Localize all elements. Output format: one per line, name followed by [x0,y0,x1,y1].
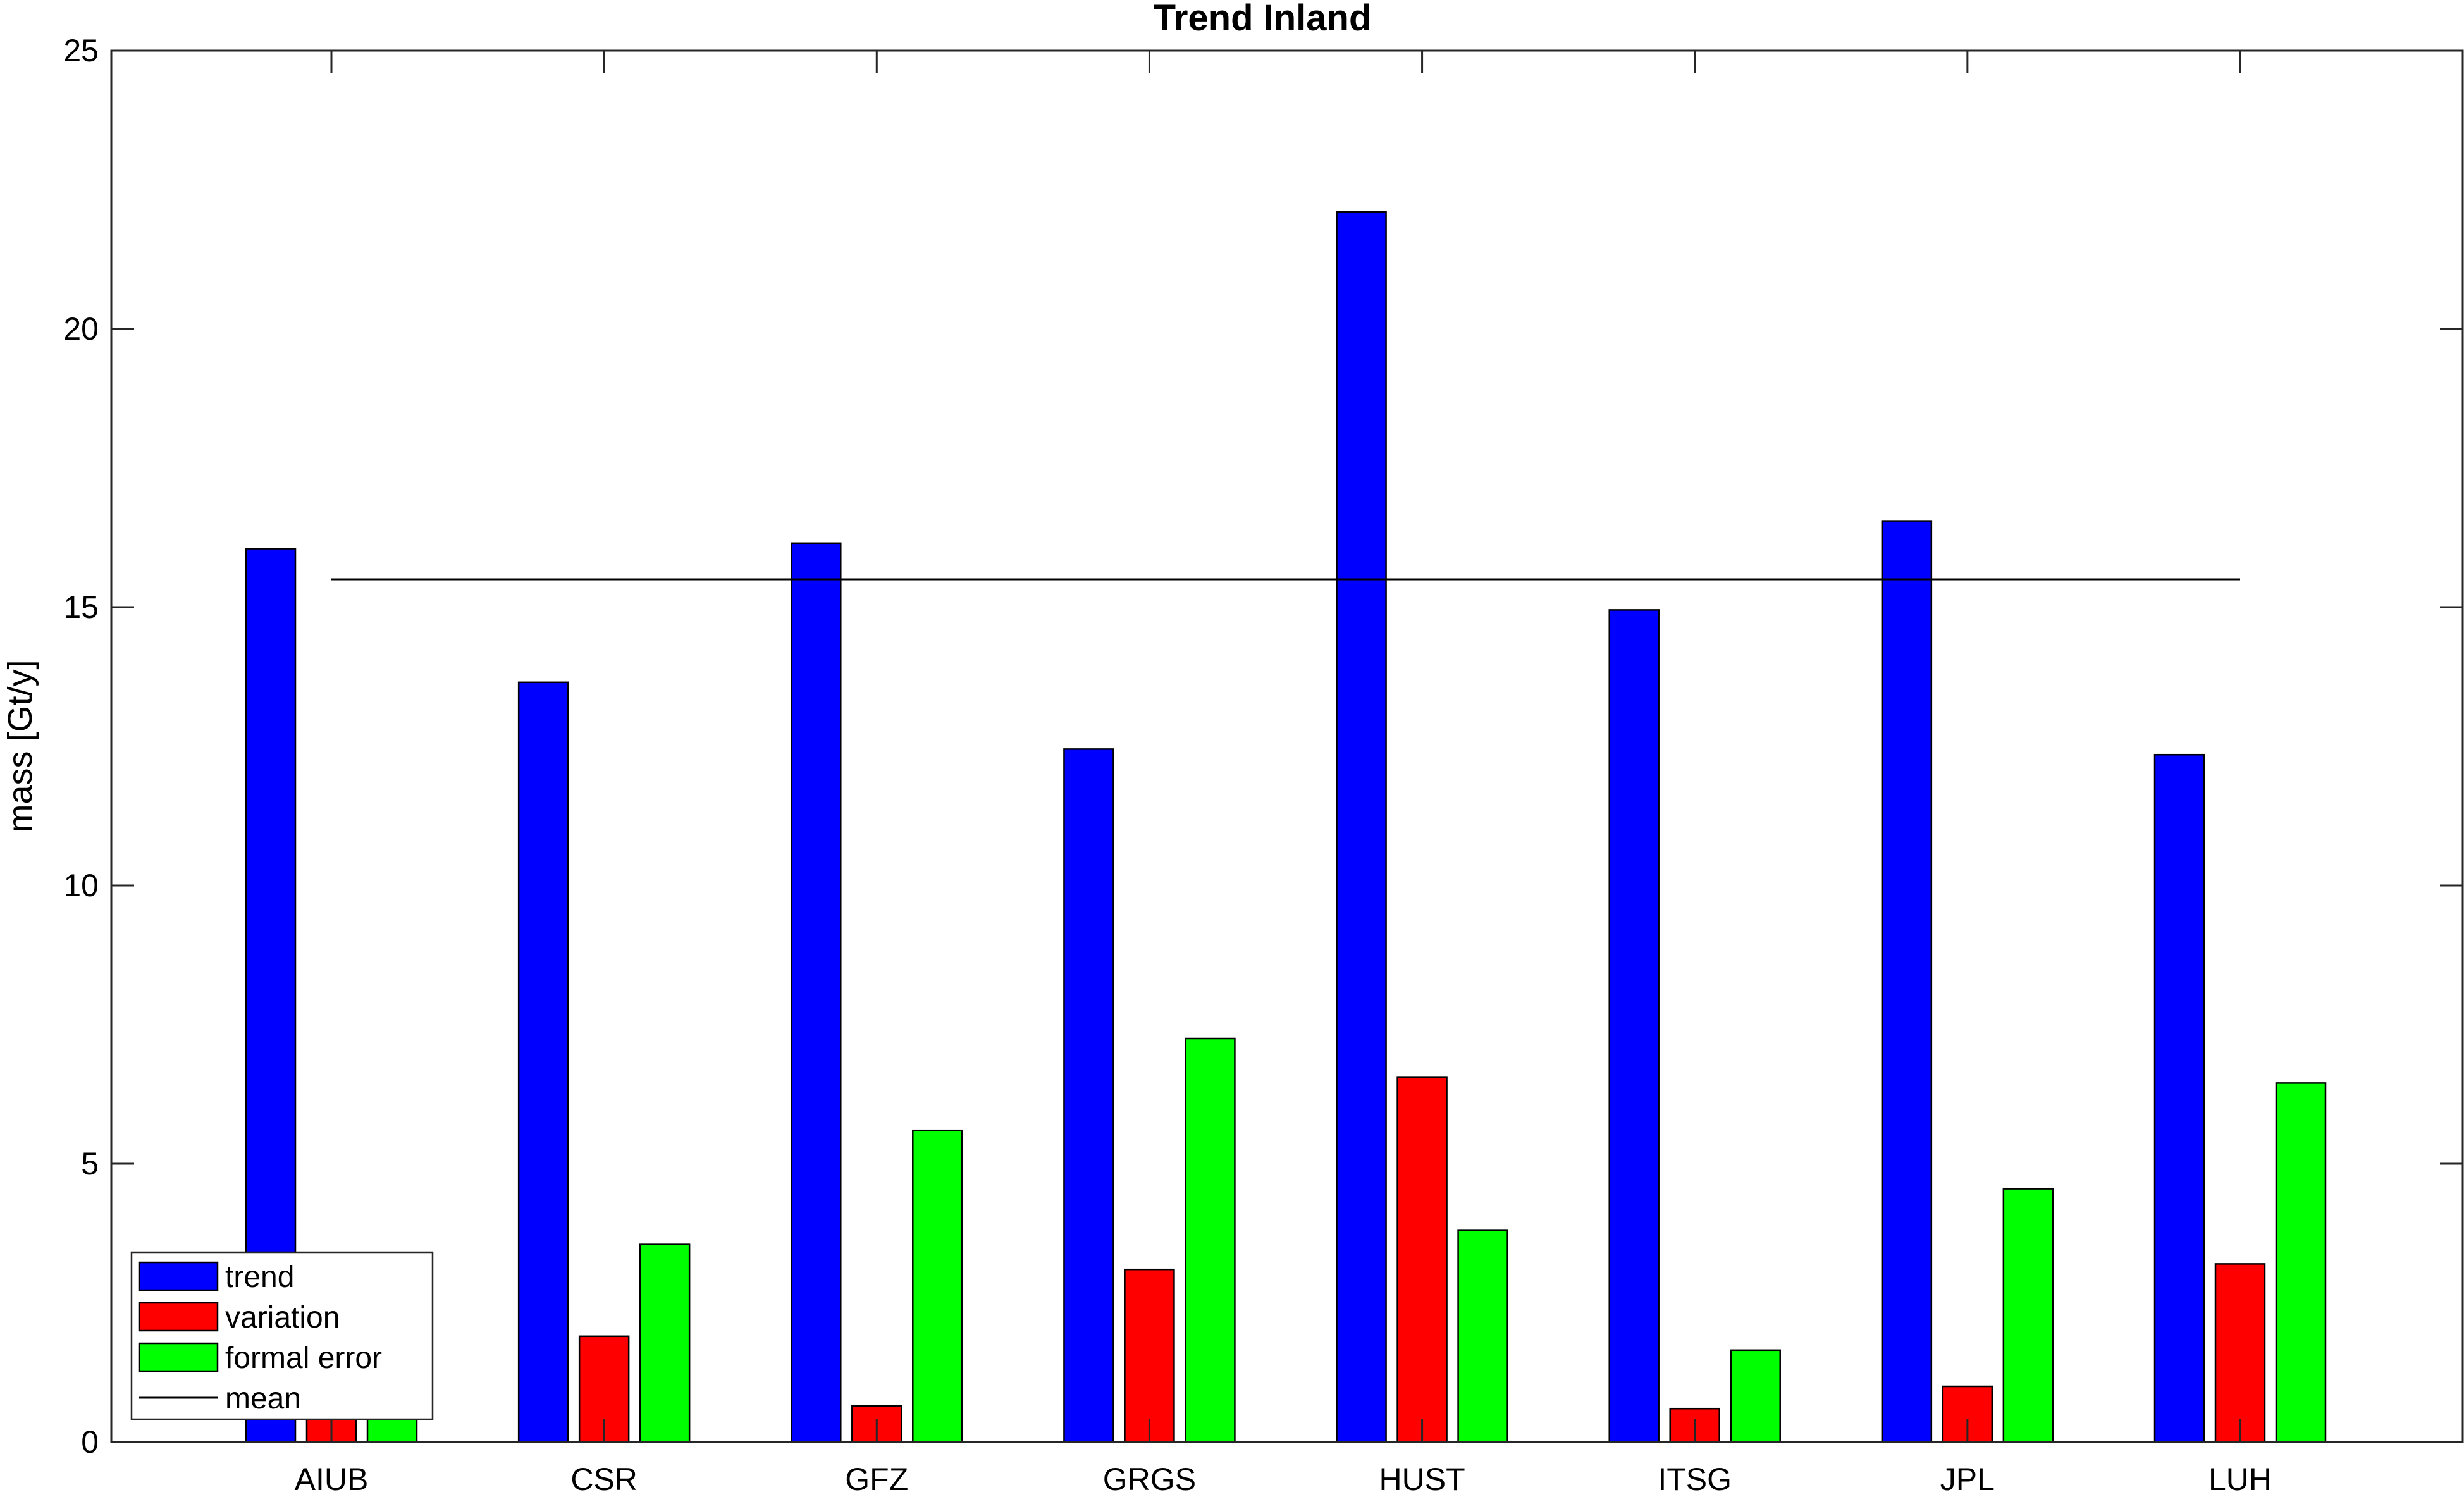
bar-trend-csr [517,681,569,1443]
x-tick-label-itsg: ITSG [1658,1462,1732,1497]
bar-formal-error-grgs [1185,1037,1236,1443]
legend-swatch-variation [138,1302,219,1332]
bar-variation-luh [2214,1263,2266,1443]
x-tick-label-jpl: JPL [1940,1462,1995,1497]
bar-formal-error-hust [1457,1229,1508,1443]
legend-label-formal-error: formal error [225,1341,382,1375]
bar-trend-luh [2153,753,2205,1443]
legend-label-trend: trend [225,1260,294,1294]
legend-swatch-trend [138,1261,219,1291]
y-axis-label: mass [Gt/y] [1,660,39,832]
plot-area: 0 5 10 15 20 25 AIUB CSR GFZ GRGS HUST ITSG JPL LUH [63,33,2464,1497]
y-tick-label: 25 [63,33,99,68]
x-tick-label-grgs: GRGS [1103,1462,1196,1497]
y-tick-label: 5 [81,1146,99,1181]
y-tick-label: 10 [63,868,99,903]
x-tick-label-hust: HUST [1379,1462,1465,1497]
x-tick-label-csr: CSR [570,1462,638,1497]
legend-swatch-formal-error [138,1342,219,1372]
y-tick-label: 20 [63,311,99,347]
bar-trend-gfz [791,542,842,1443]
bar-formal-error-gfz [912,1129,963,1443]
bar-trend-itsg [1608,609,1660,1443]
bar-trend-grgs [1063,748,1114,1443]
bar-variation-grgs [1124,1268,1175,1443]
chart-title: Trend Inland [1154,0,1372,39]
legend-label-variation: variation [225,1301,340,1334]
bar-formal-error-csr [639,1243,691,1443]
x-tick-label-luh: LUH [2208,1462,2272,1497]
legend-label-mean: mean [225,1382,301,1415]
bar-variation-hust [1396,1076,1448,1443]
x-tick-label-gfz: GFZ [845,1462,908,1497]
bar-trend-hust [1336,211,1387,1443]
legend: trend variation formal error mean [130,1251,434,1420]
x-tick-label-aiub: AIUB [295,1462,369,1497]
bar-formal-error-itsg [1730,1349,1781,1443]
y-tick-label: 15 [63,589,99,625]
bar-formal-error-jpl [2002,1188,2054,1443]
bar-trend-jpl [1881,520,1933,1443]
y-tick-label: 0 [81,1424,99,1460]
axes-box [110,49,2464,1443]
bar-formal-error-luh [2275,1082,2327,1443]
